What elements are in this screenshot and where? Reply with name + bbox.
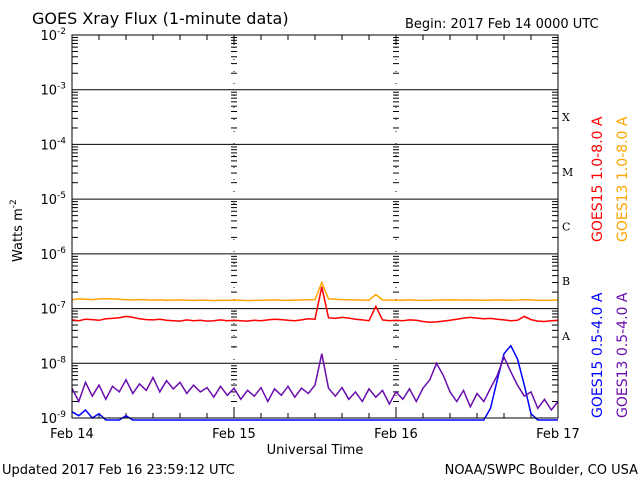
y-tick-label: 10-5 (40, 191, 66, 208)
flare-class-label: C (562, 221, 570, 234)
y-axis-label: Watts m-2 (9, 199, 26, 262)
y-tick-label: 10-4 (40, 136, 66, 153)
updated-label: Updated 2017 Feb 16 23:59:12 UTC (2, 463, 235, 478)
series-line (71, 286, 559, 324)
begin-label: Begin: 2017 Feb 14 0000 UTC (405, 17, 599, 32)
y-tick-label: 10-8 (40, 355, 66, 372)
legend-entry: GOES15 0.5-4.0 A (590, 292, 606, 418)
y-tick-label: 10-6 (40, 246, 66, 263)
series-line (71, 280, 559, 302)
plot-frame (71, 34, 559, 419)
y-tick-labels: 10-9 10-8 10-7 10-6 10-5 10-4 10-3 10-2 (40, 27, 66, 427)
flare-class-label: B (562, 275, 570, 288)
y-tick-label: 10-3 (40, 82, 66, 99)
series-line (71, 353, 559, 412)
flare-class-labels: X M C B A (561, 111, 573, 343)
credit-label: NOAA/SWPC Boulder, CO USA (445, 463, 638, 478)
x-tick-labels: Feb 14 Feb 15 Feb 16 Feb 17 (50, 427, 580, 442)
legend: GOES15 1.0-8.0 A GOES13 1.0-8.0 A GOES15 0… (590, 116, 631, 418)
y-tick-label: 10-7 (40, 301, 66, 318)
legend-entry: GOES13 0.5-4.0 A (615, 292, 631, 418)
x-axis-label: Universal Time (267, 443, 364, 458)
x-tick-label: Feb 17 (536, 427, 580, 442)
flare-class-label: M (562, 166, 573, 179)
grid (72, 89, 558, 364)
x-tick-label: Feb 14 (50, 427, 94, 442)
flare-class-label: A (561, 330, 571, 343)
legend-entry: GOES13 1.0-8.0 A (615, 116, 631, 242)
y-tick-label: 10-2 (40, 27, 66, 44)
x-tick-label: Feb 16 (374, 427, 418, 442)
y-tick-label: 10-9 (40, 410, 66, 427)
series-lines (71, 280, 559, 421)
series-line (71, 344, 558, 421)
legend-entry: GOES15 1.0-8.0 A (590, 116, 606, 242)
x-tick-label: Feb 15 (212, 427, 256, 442)
chart-title: GOES Xray Flux (1-minute data) (32, 9, 289, 28)
flare-class-label: X (562, 111, 570, 124)
ticks (71, 35, 559, 418)
